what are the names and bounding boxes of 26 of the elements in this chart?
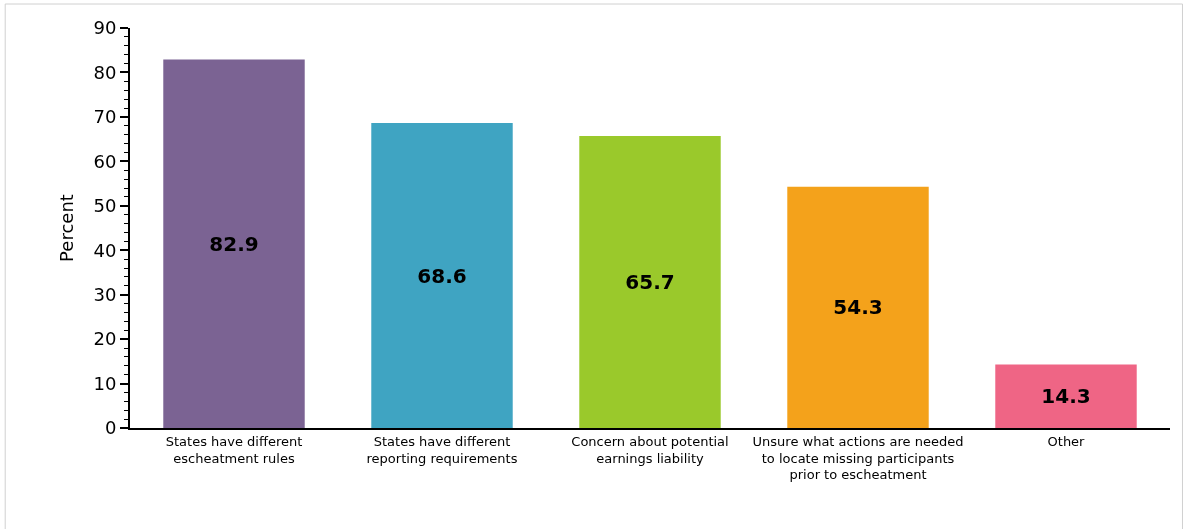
y-tick-label: 0 bbox=[104, 417, 117, 439]
y-tick-label: 30 bbox=[93, 283, 117, 305]
x-tick-label: Unsure what actions are needed to locate missing participants prior to escheatment bbox=[752, 433, 964, 483]
data-label: 82.9 bbox=[209, 231, 259, 256]
bar bbox=[579, 136, 721, 428]
bar bbox=[371, 123, 513, 428]
x-tick-label: States have different reporting requirements bbox=[366, 433, 518, 466]
data-label: 54.3 bbox=[833, 295, 883, 320]
y-tick-label: 50 bbox=[93, 195, 117, 217]
x-tick-label: States have different escheatment rules bbox=[165, 433, 303, 466]
data-label: 68.6 bbox=[417, 263, 467, 288]
y-tick-label: 10 bbox=[93, 372, 117, 394]
data-label: 14.3 bbox=[1041, 384, 1091, 409]
bar bbox=[163, 59, 305, 428]
bar bbox=[787, 186, 929, 428]
y-tick-label: 80 bbox=[93, 61, 117, 83]
y-tick-label: 60 bbox=[93, 150, 117, 172]
y-tick-label: 20 bbox=[93, 328, 117, 350]
y-tick-label: 70 bbox=[93, 106, 117, 128]
bar bbox=[995, 364, 1137, 428]
y-axis-title: Percent bbox=[56, 194, 78, 262]
x-tick-label: Other bbox=[1047, 433, 1086, 449]
x-tick-label: Concern about potential earnings liability bbox=[571, 433, 729, 466]
y-tick-label: 90 bbox=[93, 17, 117, 39]
y-tick-label: 40 bbox=[93, 239, 117, 261]
data-label: 65.7 bbox=[625, 270, 675, 294]
